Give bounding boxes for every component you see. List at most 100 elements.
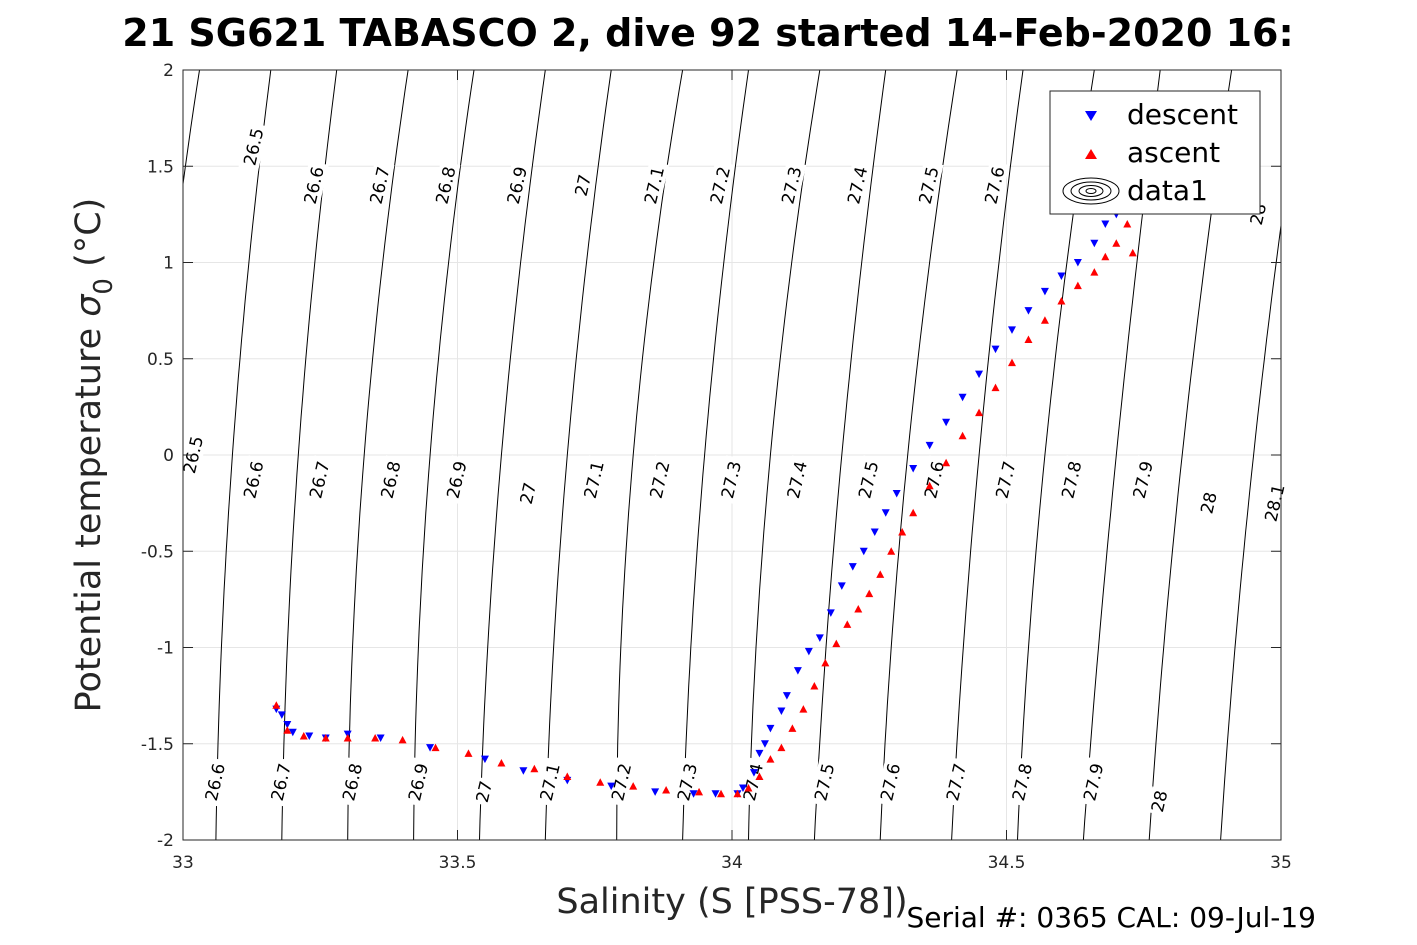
ascent-point — [497, 759, 506, 767]
isopycnal-label-bg — [238, 122, 269, 172]
descent-point — [376, 734, 385, 742]
ascent-point — [717, 789, 726, 798]
ascent-point — [898, 528, 907, 536]
legend-ascent-marker — [1085, 149, 1097, 159]
y-tick-label: -2 — [157, 831, 174, 851]
isopycnal-label-text: 27 — [473, 779, 497, 805]
y-tick-label: -0.5 — [141, 542, 174, 562]
legend: descent ascent data1 — [1049, 90, 1261, 215]
descent-point — [848, 563, 857, 571]
isopycnal-label-bg — [979, 160, 1010, 210]
descent-series — [272, 201, 1132, 798]
isopycnal-label-bg — [502, 160, 532, 210]
descent-point — [892, 490, 901, 498]
x-axis-label: Salinity (S [PSS-78]) — [556, 882, 907, 922]
descent-point — [651, 788, 660, 796]
y-tick-label: 1 — [163, 254, 174, 274]
ascent-point — [1123, 220, 1132, 228]
legend-box — [1049, 90, 1261, 215]
y-axis-label-unit: (°C) — [69, 198, 109, 278]
isopycnal-label-text: 27 — [572, 173, 596, 199]
isopycnal-label-bg — [919, 455, 950, 505]
isopycnal-label: 27 — [570, 170, 596, 201]
isopycnal-label-bg — [441, 455, 472, 505]
y-axis-ticks: -2 -1.5 -1 -0.5 0 0.5 1 1.5 2 — [141, 61, 1281, 851]
ascent-point — [788, 724, 797, 732]
isopycnal-label-bg — [304, 455, 335, 505]
ascent-point — [755, 772, 764, 780]
ascent-point — [865, 589, 874, 598]
descent-point — [859, 547, 868, 556]
y-tick-label: 0 — [163, 446, 174, 466]
isopycnal-label-bg — [238, 455, 269, 505]
ascent-point — [596, 778, 605, 786]
descent-point — [689, 790, 698, 798]
ascent-point — [1007, 358, 1016, 367]
y-tick-label: 0.5 — [147, 350, 174, 370]
ascent-point — [1040, 316, 1049, 324]
isopycnal-line — [479, 70, 546, 840]
ascent-point — [766, 755, 775, 763]
isopycnal-label-bg — [430, 160, 461, 210]
isopycnal-label-bg — [403, 757, 434, 807]
isopycnal-label-bg — [913, 160, 944, 210]
isopycnal-label-bg — [1056, 455, 1087, 505]
descent-point — [760, 740, 769, 748]
descent-point — [958, 393, 967, 402]
isopycnal-label-bg — [1078, 757, 1109, 807]
isopycnal-line — [215, 70, 272, 840]
ascent-point — [958, 431, 967, 440]
ascent-point — [563, 772, 572, 780]
isopycnal-line — [879, 70, 958, 840]
descent-point — [426, 744, 435, 752]
descent-point — [870, 528, 879, 536]
ascent-point — [854, 605, 863, 613]
descent-point — [881, 509, 890, 517]
descent-point — [991, 345, 1000, 354]
isopycnal-line — [616, 70, 684, 840]
isopycnal-label-bg — [990, 455, 1021, 505]
isopycnal-label-bg — [606, 757, 637, 807]
isopycnal-label-bg — [672, 757, 703, 807]
isopycnal-label-bg — [776, 160, 807, 210]
ascent-point — [343, 733, 352, 742]
isopycnal-line — [1220, 221, 1281, 840]
descent-point — [755, 749, 764, 758]
isopycnal-label-bg — [178, 430, 208, 480]
descent-point — [519, 767, 528, 775]
descent-point — [1040, 287, 1049, 296]
y-axis-label: Potential temperature σ0 (°C) — [69, 198, 119, 713]
legend-descent-label: descent — [1127, 98, 1238, 131]
ascent-point — [810, 682, 819, 690]
isopycnal-label-bg — [200, 757, 230, 807]
isopycnal-line — [347, 70, 409, 840]
isopycnal-label-bg — [705, 160, 735, 210]
isopycnal-line — [813, 70, 887, 840]
isopycnal-label-bg — [375, 455, 406, 505]
isopycnal-label-bg — [298, 160, 329, 210]
descent-point — [782, 692, 791, 700]
isopycnal-label-bg — [842, 160, 873, 210]
isopycnal-label-bg — [578, 455, 609, 505]
descent-point — [837, 582, 846, 590]
y-tick-label: 1.5 — [147, 157, 174, 177]
ascent-point — [744, 784, 753, 792]
isopycnal-label: 27 — [515, 478, 541, 509]
isopycnal-line — [682, 70, 749, 840]
isopycnal-line — [951, 70, 1024, 840]
descent-point — [1057, 272, 1066, 280]
isopycnal-label-bg — [809, 757, 840, 807]
ascent-series — [272, 220, 1137, 798]
legend-ascent-label: ascent — [1127, 136, 1220, 169]
descent-point — [277, 711, 286, 719]
ascent-point — [942, 458, 951, 467]
isopycnal-label-bg — [265, 757, 296, 807]
ascent-point — [662, 785, 671, 794]
isopycnal-label-text: 27 — [517, 481, 541, 507]
isopycnal-label-bg — [1259, 478, 1290, 528]
descent-point — [480, 755, 489, 764]
descent-point — [738, 784, 747, 793]
isopycnal-label-bg — [941, 757, 972, 807]
ascent-point — [299, 732, 308, 740]
ascent-point — [1128, 248, 1137, 257]
